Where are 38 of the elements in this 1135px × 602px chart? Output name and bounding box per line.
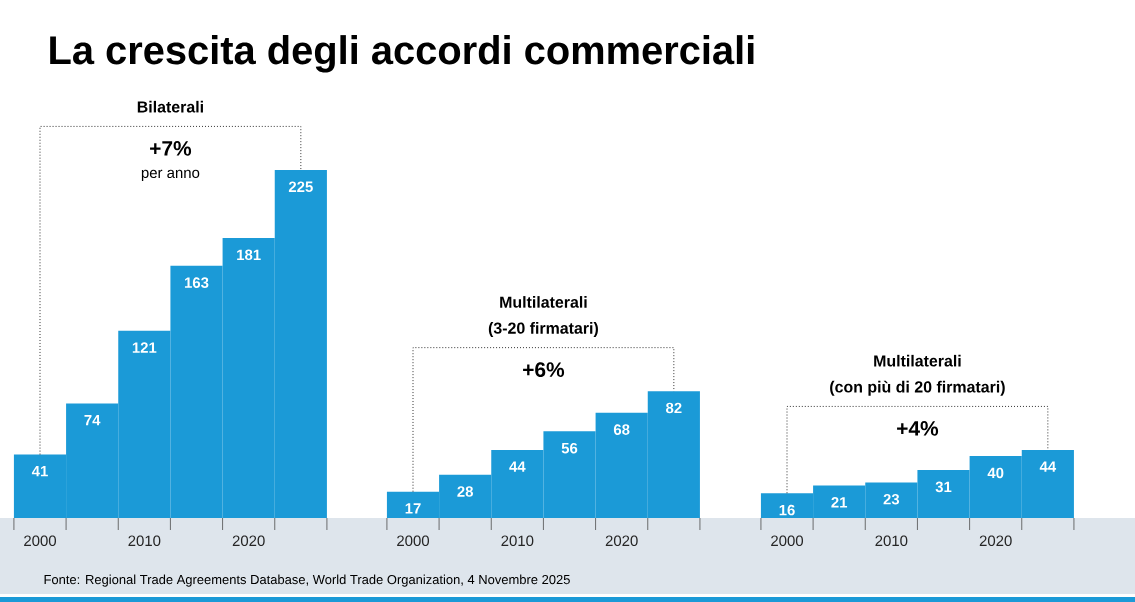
source-note: Fonte: Regional Trade Agreements Database, World Trade Organization, 4 Novembre 2025 [44,574,570,587]
chart-title: La crescita degli accordi commerciali [50,35,754,73]
data-label: 16 [779,504,795,516]
data-label: 56 [561,442,578,454]
x-tick-label: 2000 [24,535,57,547]
data-label: 21 [831,497,848,508]
data-label: 17 [405,503,421,514]
chart-subtitle: Bilaterali [137,100,203,113]
data-label: 41 [31,466,48,477]
data-label: 31 [935,481,952,493]
text: +7% [150,141,192,156]
chart-subtitle: (con più di 20 firmatari) [830,380,1005,396]
text: +6% [523,362,565,378]
chart-title: Multilaterali [874,354,961,367]
data-label: 181 [237,249,261,261]
data-label: 23 [883,493,900,505]
x-tick-label: 2020 [605,535,638,547]
x-tick-label: 2010 [501,535,534,547]
data-label: 82 [666,402,682,414]
x-tick-label: 2000 [771,535,804,547]
annotation: per anno [141,169,200,181]
data-label: 74 [84,415,101,426]
x-tick-label: 2000 [397,535,430,547]
data-label: 68 [613,424,630,435]
data-label: 225 [288,181,313,193]
data-label: 44 [1039,461,1057,472]
text: +4% [897,421,939,436]
x-tick-label: 2010 [875,535,908,547]
data-label: 40 [987,467,1004,479]
chart-subtitle: (3-20 firmatari) [488,322,598,337]
data-label: 121 [132,342,157,353]
x-tick-label: 2020 [979,535,1012,547]
chart-title: Multilaterali [500,296,587,308]
data-label: 163 [184,277,209,288]
data-label: 28 [457,486,474,497]
x-tick-label: 2020 [232,535,265,547]
x-tick-label: 2010 [128,535,161,547]
data-label: 44 [509,461,526,472]
